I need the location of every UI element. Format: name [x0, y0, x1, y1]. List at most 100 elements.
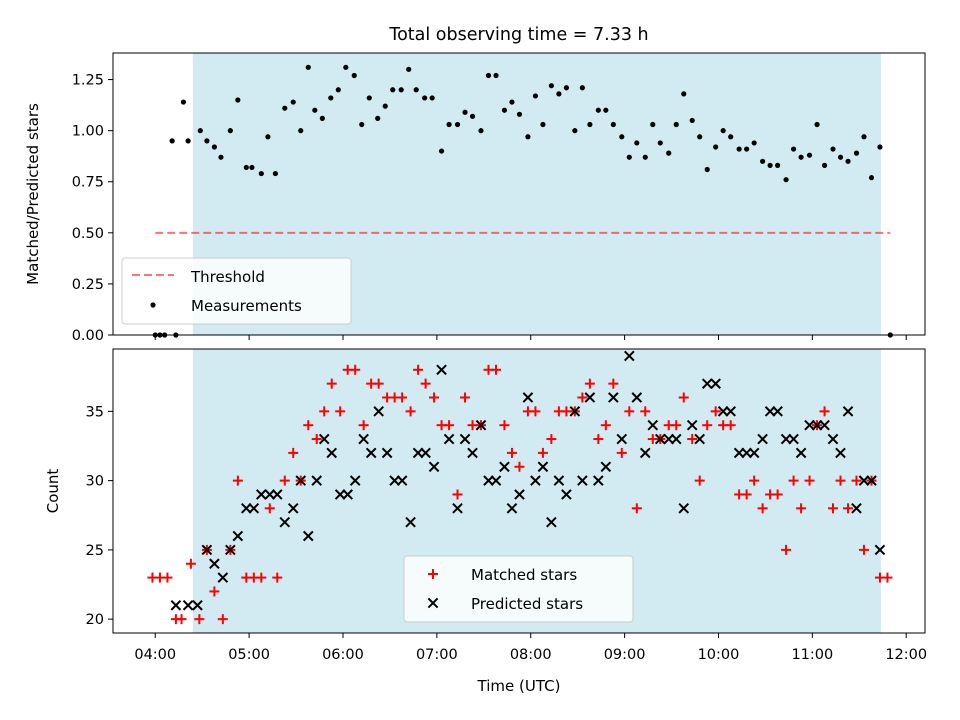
predicted-x-b — [499, 461, 510, 473]
predicted-x-b — [467, 447, 478, 459]
matched-star-point — [279, 475, 290, 486]
predicted-star-point — [459, 433, 471, 445]
matched-star-point — [162, 572, 173, 583]
measurement-point — [328, 95, 334, 101]
measurement-point — [312, 107, 318, 113]
predicted-x-b — [192, 599, 203, 611]
matched-star-point — [405, 406, 416, 417]
predicted-star-point — [467, 447, 478, 459]
predicted-x-b — [654, 433, 666, 445]
predicted-x-b — [686, 419, 698, 431]
matched-star-point — [420, 378, 431, 389]
predicted-x-b — [772, 406, 783, 417]
matched-star-point — [577, 392, 588, 403]
matched-star-point — [429, 392, 440, 403]
matched-star-point — [413, 364, 424, 375]
measurement-point — [305, 64, 311, 70]
predicted-star-point — [546, 516, 557, 528]
predicted-star-point — [827, 433, 839, 445]
predicted-star-point — [593, 475, 604, 486]
predicted-star-point — [670, 433, 682, 445]
matched-star-point — [828, 503, 839, 514]
measurement-point — [235, 97, 241, 103]
matched-star-point — [506, 447, 517, 458]
predicted-star-point — [686, 419, 698, 431]
predicted-x-b — [866, 475, 877, 486]
predicted-x-b — [639, 447, 651, 459]
measurement-point — [382, 103, 388, 109]
matched-star-point — [796, 503, 807, 514]
matched-star-point — [819, 406, 830, 417]
ratio-y-tick-label: 1.25 — [72, 73, 104, 89]
measurement-point — [438, 148, 445, 154]
count-x-tick-label: 07:00 — [416, 647, 458, 663]
matched-star-point — [710, 406, 721, 417]
matched-star-point — [373, 378, 384, 389]
predicted-star-point — [725, 406, 736, 417]
predicted-x-b — [475, 419, 487, 431]
predicted-star-points — [170, 350, 886, 611]
count-legend-box — [403, 555, 634, 623]
measurement-point — [681, 91, 687, 97]
predicted-x-b — [358, 433, 369, 445]
predicted-x-b — [748, 447, 760, 459]
measurement-point — [366, 95, 372, 101]
predicted-star-point — [530, 475, 541, 486]
measurement-point — [760, 158, 766, 164]
count-x-axis-label: Time (UTC) — [477, 677, 561, 695]
measurement-point — [751, 140, 757, 146]
measurement-point — [626, 154, 632, 160]
measurement-point — [185, 138, 191, 144]
predicted-x-b — [381, 447, 393, 459]
matched-star-point — [671, 420, 682, 431]
ratio-y-axis-label: Matched/Predicted stars — [24, 103, 42, 285]
matched-star-point — [209, 586, 220, 597]
measurement-point — [657, 140, 663, 146]
predicted-x-b — [170, 599, 182, 611]
predicted-star-point — [349, 475, 361, 486]
predicted-star-point — [499, 461, 510, 473]
predicted-x-b — [420, 447, 431, 459]
measurement-point — [845, 158, 851, 164]
matched-star-point — [772, 489, 783, 500]
matched-star-point — [288, 447, 299, 458]
matched-star-point — [616, 447, 627, 458]
matched-star-point — [584, 378, 595, 389]
predicted-star-point — [358, 433, 369, 445]
predicted-star-point — [428, 461, 440, 473]
measurement-point — [227, 128, 233, 134]
predicted-x-b — [874, 544, 886, 556]
measurement-point — [265, 134, 271, 140]
measurement-point — [744, 146, 750, 152]
matched-star-point — [194, 614, 205, 625]
matched-star-point — [741, 489, 752, 500]
measurement-point — [861, 134, 867, 140]
predicted-x-b — [616, 433, 628, 445]
measurement-point — [249, 164, 255, 171]
measurement-point — [469, 113, 476, 119]
predicted-star-point — [701, 378, 713, 389]
measurement-point — [509, 99, 515, 105]
measurement-point — [579, 85, 585, 91]
ratio-y-axis: 0.00 0.25 0.50 0.75 1.00 1.25 — [72, 73, 113, 344]
count-x-tick-label: 12:00 — [885, 647, 927, 663]
predicted-x-b — [851, 503, 862, 514]
measurement-points — [152, 64, 893, 338]
matched-star-point — [311, 434, 322, 445]
measurement-point — [595, 107, 601, 113]
predicted-x-b — [842, 406, 854, 417]
ratio-x-ticks — [154, 335, 907, 340]
measurement-point — [272, 170, 278, 177]
measurement-point — [556, 91, 562, 97]
predicted-star-point — [654, 433, 666, 445]
predicted-star-point — [522, 392, 534, 403]
matched-star-point — [640, 406, 651, 417]
measurement-point — [390, 87, 396, 93]
predicted-x-b — [647, 419, 659, 431]
matched-star-point — [185, 558, 196, 569]
predicted-star-point — [295, 475, 307, 486]
measurement-point — [169, 138, 175, 144]
predicted-star-point — [694, 433, 706, 445]
count-y-tick-label: 25 — [86, 543, 104, 559]
